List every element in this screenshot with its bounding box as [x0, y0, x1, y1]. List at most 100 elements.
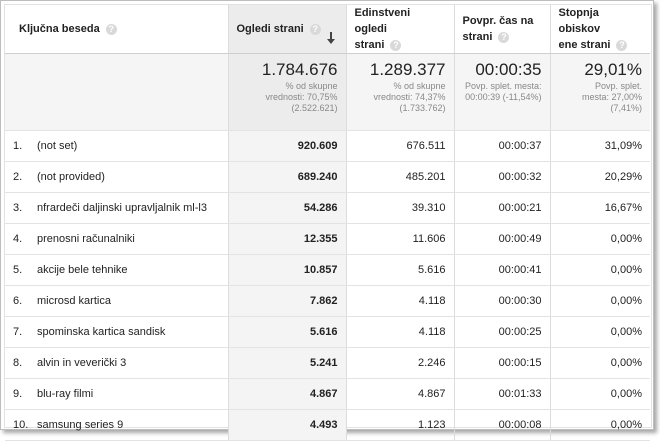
summary-bounce-value: 29,01% — [584, 60, 642, 79]
pageviews-cell: 10.857 — [228, 254, 347, 286]
table-row[interactable]: 7. spominska kartica sandisk 5.616 4.118 … — [5, 316, 650, 348]
avg-time-cell: 00:00:21 — [454, 192, 551, 224]
bounce-rate-cell: 31,09% — [550, 130, 650, 162]
table-row[interactable]: 5. akcije bele tehnike 10.857 5.616 00:00… — [5, 254, 650, 286]
summary-unique-value: 1.289.377 — [369, 60, 446, 79]
bounce-rate-cell: 0,00% — [550, 223, 650, 255]
summary-time-value: 00:00:35 — [475, 60, 542, 79]
table-row[interactable]: 4. prenosni računalniki 12.355 11.606 00:… — [5, 223, 650, 255]
summary-pageviews-sub3: (2.522.621) — [291, 103, 338, 113]
summary-pageviews-sub2: vrednosti: 70,75% — [265, 92, 338, 102]
keyword-cell[interactable]: 2. (not provided) — [5, 161, 229, 193]
column-header-unique-label: Edinstveni ogledi — [354, 7, 411, 35]
avg-time-cell: 00:00:08 — [454, 409, 551, 441]
pageviews-cell: 4.493 — [228, 409, 347, 441]
pageviews-cell: 689.240 — [228, 161, 347, 193]
help-icon[interactable]: ? — [498, 31, 510, 43]
unique-pageviews-cell: 4.118 — [346, 285, 455, 317]
keyword-cell[interactable]: 10. samsung series 9 — [5, 409, 229, 441]
column-header-keyword[interactable]: Ključna beseda? — [5, 5, 229, 54]
keyword-link[interactable]: nfrardeči daljinski upravljalnik ml-l3 — [37, 202, 207, 214]
column-header-avg-time[interactable]: Povpr. čas na strani? — [454, 5, 551, 54]
table-row[interactable]: 10. samsung series 9 4.493 1.123 00:00:08… — [5, 409, 650, 441]
summary-time: 00:00:35 Povp. splet. mesta: 00:00:39 (-… — [454, 53, 551, 131]
bounce-rate-cell: 0,00% — [550, 409, 650, 441]
keyword-link[interactable]: samsung series 9 — [37, 419, 124, 431]
table-row[interactable]: 9. blu-ray filmi 4.867 4.867 00:01:33 0,0… — [5, 378, 650, 410]
avg-time-cell: 00:01:33 — [454, 378, 551, 410]
summary-unique-sub3: (1.733.762) — [399, 103, 446, 113]
unique-pageviews-cell: 2.246 — [346, 347, 455, 379]
keyword-cell[interactable]: 1. (not set) — [5, 130, 229, 162]
table-row[interactable]: 1. (not set) 920.609 676.511 00:00:37 31,… — [5, 130, 650, 162]
table-row[interactable]: 6. microsd kartica 7.862 4.118 00:00:30 0… — [5, 285, 650, 317]
row-index: 10. — [13, 419, 29, 431]
unique-pageviews-cell: 485.201 — [346, 161, 455, 193]
bounce-rate-cell: 0,00% — [550, 378, 650, 410]
keyword-link[interactable]: akcije bele tehnike — [37, 264, 128, 276]
keyword-link[interactable]: microsd kartica — [37, 295, 111, 307]
pageviews-cell: 5.241 — [228, 347, 347, 379]
row-index: 6. — [13, 295, 23, 307]
column-header-keyword-label: Ključna beseda — [19, 23, 100, 35]
row-index: 8. — [13, 357, 23, 369]
bounce-rate-cell: 0,00% — [550, 347, 650, 379]
column-header-unique-label-line2: strani — [354, 39, 385, 51]
table-row[interactable]: 3. nfrardeči daljinski upravljalnik ml-l3… — [5, 192, 650, 224]
unique-pageviews-cell: 4.118 — [346, 316, 455, 348]
column-header-bounce-rate[interactable]: Stopnja obiskov ene strani? — [550, 5, 650, 54]
summary-unique-sub1: % od skupne — [393, 81, 446, 91]
bounce-rate-cell: 0,00% — [550, 254, 650, 286]
table-row[interactable]: 8. alvin in veverički 3 5.241 2.246 00:00… — [5, 347, 650, 379]
unique-pageviews-cell: 11.606 — [346, 223, 455, 255]
avg-time-cell: 00:00:41 — [454, 254, 551, 286]
summary-row: 1.784.676 % od skupne vrednosti: 70,75% … — [5, 53, 650, 131]
bounce-rate-cell: 0,00% — [550, 285, 650, 317]
keyword-cell[interactable]: 9. blu-ray filmi — [5, 378, 229, 410]
unique-pageviews-cell: 676.511 — [346, 130, 455, 162]
keyword-link[interactable]: prenosni računalniki — [37, 233, 135, 245]
keyword-link[interactable]: (not provided) — [37, 171, 105, 183]
pageviews-cell: 12.355 — [228, 223, 347, 255]
keyword-cell[interactable]: 8. alvin in veverički 3 — [5, 347, 229, 379]
avg-time-cell: 00:00:32 — [454, 161, 551, 193]
pageviews-cell: 920.609 — [228, 130, 347, 162]
unique-pageviews-cell: 4.867 — [346, 378, 455, 410]
row-index: 1. — [13, 140, 23, 152]
summary-bounce: 29,01% Povp. splet. mesta: 27,00% (7,41%… — [550, 53, 650, 131]
row-index: 4. — [13, 233, 23, 245]
row-index: 3. — [13, 202, 23, 214]
summary-pageviews-sub1: % od skupne — [285, 81, 338, 91]
column-header-bounce-label: Stopnja obiskov — [558, 7, 601, 35]
row-index: 5. — [13, 264, 23, 276]
summary-pageviews: 1.784.676 % od skupne vrednosti: 70,75% … — [228, 53, 347, 131]
sort-descending-arrow-icon[interactable] — [326, 32, 336, 46]
keyword-cell[interactable]: 5. akcije bele tehnike — [5, 254, 229, 286]
help-icon[interactable]: ? — [105, 23, 117, 35]
summary-unique-sub2: vrednosti: 74,37% — [373, 92, 446, 102]
keyword-link[interactable]: spominska kartica sandisk — [37, 326, 166, 338]
column-header-pageviews-label: Ogledi strani — [236, 23, 304, 35]
pageviews-cell: 4.867 — [228, 378, 347, 410]
keyword-link[interactable]: alvin in veverički 3 — [37, 357, 127, 369]
bounce-rate-cell: 20,29% — [550, 161, 650, 193]
keyword-cell[interactable]: 7. spominska kartica sandisk — [5, 316, 229, 348]
row-index: 2. — [13, 171, 23, 183]
help-icon[interactable]: ? — [616, 39, 628, 51]
keyword-cell[interactable]: 4. prenosni računalniki — [5, 223, 229, 255]
keyword-link[interactable]: (not set) — [37, 140, 78, 152]
avg-time-cell: 00:00:15 — [454, 347, 551, 379]
table-rows: 1. (not set) 920.609 676.511 00:00:37 31,… — [5, 130, 650, 441]
table-row[interactable]: 2. (not provided) 689.240 485.201 00:00:3… — [5, 161, 650, 193]
help-icon[interactable]: ? — [309, 23, 321, 35]
column-header-unique-pageviews[interactable]: Edinstveni ogledi strani? — [346, 5, 455, 54]
keyword-link[interactable]: blu-ray filmi — [37, 388, 94, 400]
summary-time-sub2: 00:00:39 (-11,54%) — [465, 92, 542, 102]
keyword-cell[interactable]: 6. microsd kartica — [5, 285, 229, 317]
avg-time-cell: 00:00:25 — [454, 316, 551, 348]
column-header-pageviews[interactable]: Ogledi strani? — [228, 5, 347, 54]
avg-time-cell: 00:00:30 — [454, 285, 551, 317]
keyword-cell[interactable]: 3. nfrardeči daljinski upravljalnik ml-l3 — [5, 192, 229, 224]
help-icon[interactable]: ? — [390, 39, 402, 51]
